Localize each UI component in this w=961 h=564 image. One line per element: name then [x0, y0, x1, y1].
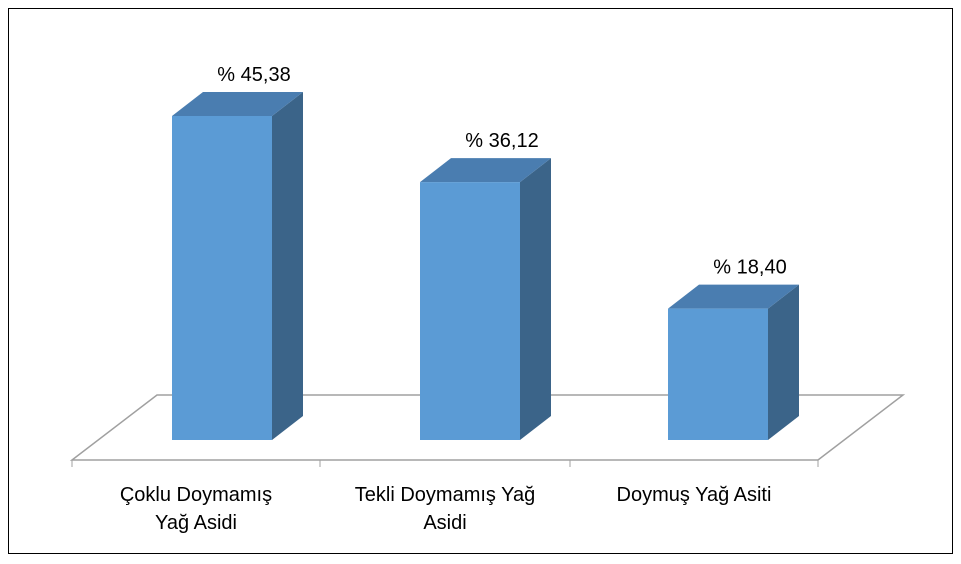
x-tick-label: Doymuş Yağ Asiti [616, 484, 772, 506]
bar-side [272, 91, 303, 440]
data-label: % 45,38 [217, 64, 290, 86]
bar [172, 115, 272, 440]
bar-top [172, 91, 303, 116]
x-tick-label: Tekli Doymamış Yağ Asidi [354, 484, 536, 534]
data-label: % 36,12 [465, 130, 538, 152]
bar-top [420, 158, 551, 183]
bar-side [520, 158, 551, 440]
bar [668, 308, 768, 440]
x-tick-label: Çoklu Doymamış Yağ Asidi [119, 484, 273, 534]
bar [420, 182, 520, 440]
floor [69, 394, 906, 461]
bar-side [768, 284, 799, 440]
bar-top [668, 284, 799, 309]
data-label: % 18,40 [713, 257, 786, 279]
